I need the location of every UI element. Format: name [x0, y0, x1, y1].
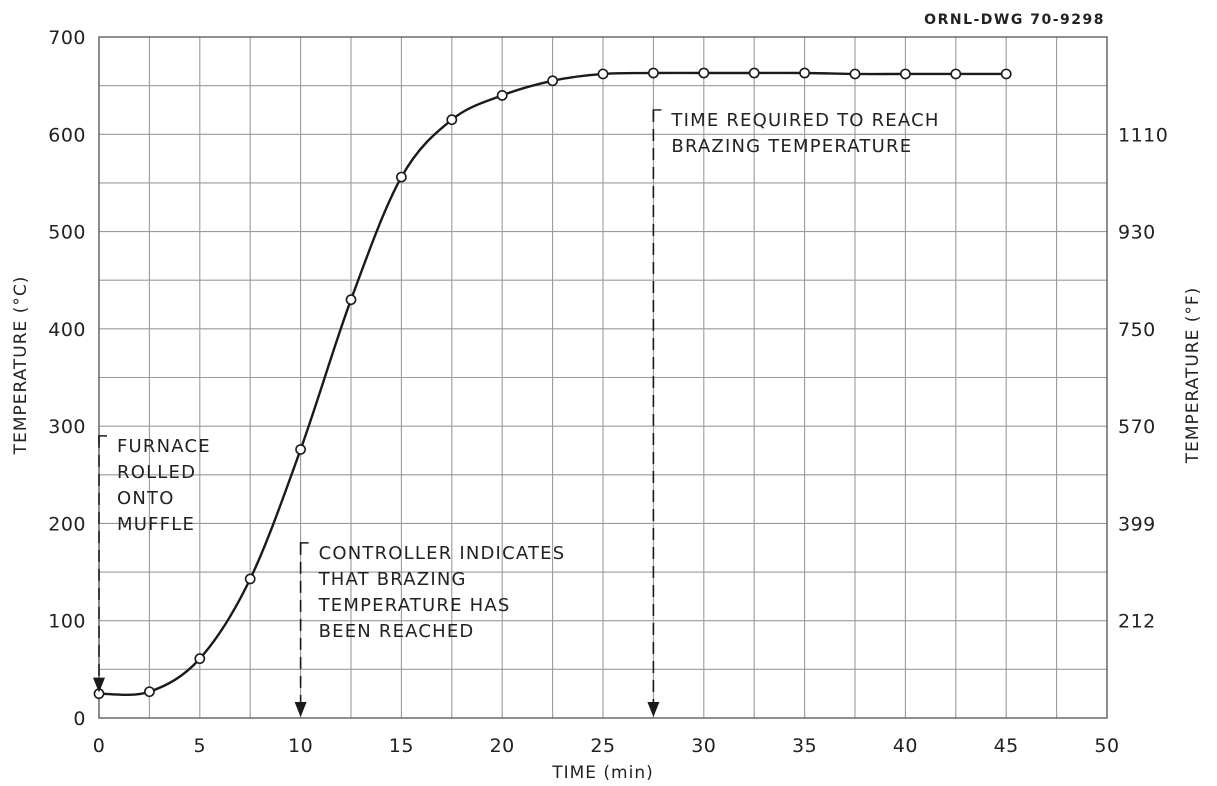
annotation: FURNACE ROLLED ONTO MUFFLE — [93, 435, 211, 693]
x-tick-label: 20 — [490, 735, 515, 757]
annotation-text-line: TIME REQUIRED TO REACH — [670, 110, 939, 131]
data-point — [194, 653, 206, 665]
data-point — [143, 686, 155, 698]
y-tick-label: 600 — [48, 124, 86, 146]
grid — [98, 36, 1108, 719]
annotation-text-line: BEEN REACHED — [319, 621, 475, 642]
x-axis-label: TIME (min) — [551, 763, 654, 783]
data-point — [597, 68, 609, 80]
annotation-bracket — [98, 435, 107, 444]
series-points — [93, 67, 1012, 700]
annotation-text-line: BRAZING TEMPERATURE — [671, 136, 912, 157]
drawing-number: ORNL-DWG 70-9298 — [924, 12, 1105, 28]
data-point — [799, 67, 810, 79]
data-point — [748, 67, 760, 79]
y-tick-label: 400 — [48, 319, 86, 341]
right-tick-label: 930 — [1118, 222, 1156, 244]
right-tick-labels: 212 399 570 750 930 1110 — [1118, 124, 1168, 632]
data-point — [446, 114, 458, 126]
annotation-text-line: FURNACE — [117, 436, 211, 457]
annotation-text-line: ONTO — [117, 488, 175, 509]
x-tick-label: 35 — [792, 735, 817, 757]
x-tick-label: 5 — [194, 735, 207, 757]
x-tick-label: 10 — [288, 735, 313, 757]
data-point — [950, 68, 962, 80]
annotation-bracket — [652, 109, 662, 118]
y-axis-label: TEMPERATURE (°C) — [11, 276, 31, 456]
data-point — [295, 444, 306, 455]
y-tick-labels: 0 100 200 300 400 500 600 700 — [48, 27, 86, 730]
right-tick-label: 750 — [1118, 319, 1156, 341]
data-point — [395, 171, 407, 183]
right-tick-label: 399 — [1118, 513, 1156, 535]
right-tick-label: 1110 — [1118, 124, 1168, 146]
annotation-text-line: MUFFLE — [117, 514, 195, 535]
annotation-arrowhead — [294, 702, 307, 717]
annotation: TIME REQUIRED TO REACH BRAZING TEMPERATUR… — [647, 109, 939, 717]
data-point — [698, 67, 710, 79]
y-tick-label: 0 — [73, 708, 86, 730]
annotations: FURNACE ROLLED ONTO MUFFLE CONTROLLER INDICA… — [93, 109, 939, 717]
data-point — [496, 89, 508, 101]
annotation-arrowhead — [647, 702, 660, 717]
data-point — [345, 294, 357, 306]
y-tick-label: 500 — [48, 222, 86, 244]
data-point — [648, 67, 659, 79]
annotation-text-line: TEMPERATURE HAS — [318, 595, 511, 616]
data-point — [547, 75, 558, 87]
data-point — [1000, 68, 1012, 80]
data-point — [244, 573, 256, 585]
y-axis-label-right: TEMPERATURE (°F) — [1183, 287, 1203, 465]
x-tick-labels: 0 5 10 15 20 25 30 35 40 45 50 — [93, 735, 1119, 757]
x-tick-label: 45 — [994, 735, 1019, 757]
right-tick-label: 570 — [1118, 416, 1156, 438]
annotation-text-line: CONTROLLER INDICATES — [319, 543, 566, 564]
x-tick-label: 30 — [691, 735, 716, 757]
y-tick-label: 300 — [48, 416, 86, 438]
x-tick-label: 40 — [893, 735, 918, 757]
y-tick-label: 100 — [48, 611, 86, 633]
x-tick-label: 25 — [590, 735, 615, 757]
x-tick-label: 0 — [93, 735, 106, 757]
annotation-bracket — [299, 542, 309, 551]
x-tick-label: 50 — [1094, 735, 1119, 757]
annotation-text-line: ROLLED — [117, 462, 196, 483]
x-tick-label: 15 — [389, 735, 414, 757]
annotation-text-line: THAT BRAZING — [318, 569, 467, 590]
annotation-arrowhead — [93, 677, 105, 693]
plot-frame — [98, 36, 1108, 719]
annotation: CONTROLLER INDICATES THAT BRAZING TEMPERAT… — [294, 542, 566, 717]
data-point — [900, 68, 911, 80]
data-point — [849, 68, 861, 80]
y-tick-label: 700 — [48, 27, 86, 49]
right-tick-label: 212 — [1118, 611, 1156, 633]
y-tick-label: 200 — [48, 513, 86, 535]
